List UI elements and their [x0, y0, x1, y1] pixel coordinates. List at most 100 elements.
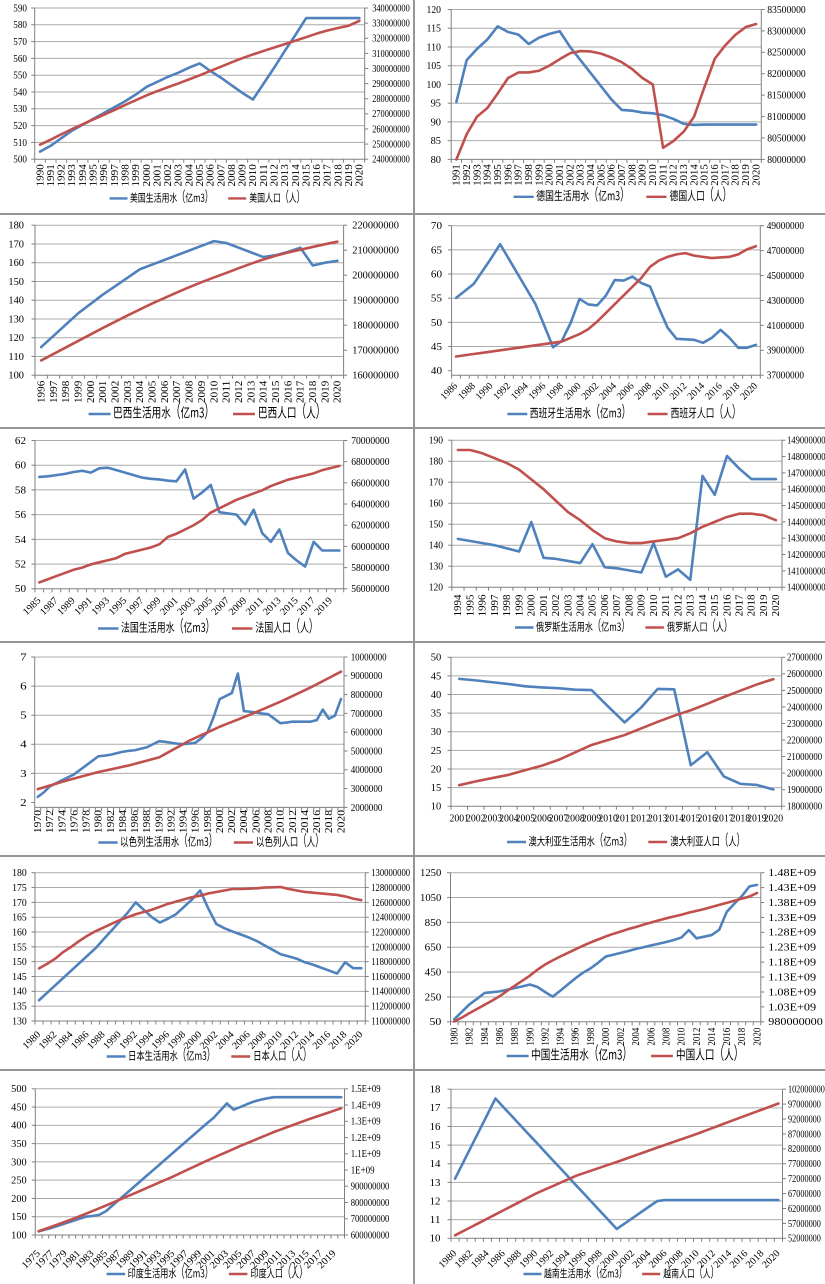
svg-text:2002: 2002	[466, 814, 486, 825]
svg-text:200: 200	[11, 1194, 27, 1205]
svg-text:2020: 2020	[355, 164, 366, 186]
svg-text:2002: 2002	[551, 595, 562, 617]
svg-text:1987: 1987	[38, 595, 60, 617]
svg-text:122000000: 122000000	[371, 927, 410, 938]
svg-text:6: 6	[20, 682, 27, 693]
svg-text:2014: 2014	[707, 1028, 718, 1046]
svg-text:1996: 1996	[99, 164, 110, 186]
svg-text:140: 140	[429, 541, 443, 552]
svg-text:1996: 1996	[36, 381, 47, 403]
svg-text:250000000: 250000000	[372, 140, 410, 151]
svg-text:1990: 1990	[154, 810, 165, 833]
svg-text:2009: 2009	[197, 381, 208, 403]
svg-text:1984: 1984	[118, 810, 129, 833]
svg-text:1.03E+09: 1.03E+09	[768, 1002, 816, 1013]
svg-text:17: 17	[430, 1103, 441, 1114]
svg-text:82000000: 82000000	[788, 1144, 821, 1155]
svg-text:2019: 2019	[320, 381, 331, 403]
svg-text:2002: 2002	[163, 164, 174, 186]
svg-text:97000000: 97000000	[788, 1100, 821, 1111]
svg-text:250: 250	[425, 992, 442, 1003]
svg-text:800000000: 800000000	[351, 1198, 390, 1209]
svg-text:62000000: 62000000	[351, 521, 389, 532]
svg-text:1.2E+09: 1.2E+09	[351, 1133, 381, 1144]
svg-text:170000000: 170000000	[352, 346, 399, 357]
svg-text:280000000: 280000000	[372, 94, 410, 105]
svg-text:110: 110	[427, 42, 442, 53]
svg-text:50: 50	[430, 1017, 442, 1028]
svg-text:2016: 2016	[698, 814, 718, 825]
svg-text:300: 300	[11, 1157, 27, 1168]
svg-text:85: 85	[431, 136, 441, 147]
svg-text:2007: 2007	[612, 595, 623, 617]
svg-text:1999: 1999	[131, 164, 142, 186]
svg-text:2000: 2000	[527, 595, 538, 617]
svg-text:2002: 2002	[227, 810, 238, 833]
svg-text:2006: 2006	[206, 164, 217, 186]
svg-text:58000000: 58000000	[351, 563, 389, 574]
svg-text:1982: 1982	[465, 1028, 476, 1046]
svg-text:20000000: 20000000	[787, 769, 822, 780]
svg-text:2014: 2014	[300, 810, 311, 833]
svg-text:2010: 2010	[650, 381, 672, 403]
svg-text:145000000: 145000000	[787, 501, 825, 512]
svg-text:240000000: 240000000	[372, 155, 410, 166]
svg-text:1994: 1994	[78, 164, 89, 186]
svg-text:81500000: 81500000	[767, 91, 806, 102]
svg-text:2010: 2010	[276, 810, 287, 833]
svg-text:82000000: 82000000	[767, 69, 806, 80]
svg-text:1997: 1997	[110, 164, 121, 186]
svg-text:30: 30	[431, 727, 442, 738]
svg-text:600000000: 600000000	[351, 1230, 390, 1241]
svg-text:2012: 2012	[288, 810, 299, 833]
svg-text:16: 16	[430, 1122, 441, 1133]
svg-text:66000000: 66000000	[351, 478, 389, 489]
svg-text:80000000: 80000000	[767, 155, 806, 166]
svg-text:40: 40	[431, 690, 442, 701]
svg-text:1984: 1984	[480, 1028, 491, 1046]
svg-text:180: 180	[8, 221, 24, 232]
svg-text:2018: 2018	[731, 814, 751, 825]
svg-text:2005: 2005	[588, 595, 599, 617]
svg-text:2020: 2020	[343, 1029, 365, 1051]
svg-text:2010: 2010	[598, 814, 618, 825]
svg-text:120: 120	[8, 333, 24, 344]
svg-text:135: 135	[12, 1002, 27, 1013]
svg-text:180: 180	[12, 868, 27, 879]
svg-text:2004: 2004	[586, 164, 597, 186]
svg-text:150: 150	[12, 957, 27, 968]
svg-text:126000000: 126000000	[371, 898, 410, 909]
svg-text:150: 150	[429, 520, 443, 531]
svg-text:2000: 2000	[142, 164, 153, 186]
svg-text:80500000: 80500000	[767, 133, 806, 144]
svg-text:2019: 2019	[741, 164, 752, 186]
svg-text:200000000: 200000000	[352, 271, 399, 282]
svg-text:7000000: 7000000	[351, 709, 383, 720]
svg-text:7: 7	[20, 652, 27, 663]
svg-text:1997: 1997	[124, 595, 146, 617]
svg-text:2009: 2009	[227, 595, 249, 617]
svg-text:160000000: 160000000	[352, 371, 399, 382]
svg-text:320000000: 320000000	[372, 34, 410, 45]
svg-text:1997: 1997	[49, 381, 60, 403]
svg-text:590: 590	[13, 3, 27, 14]
svg-text:2002: 2002	[565, 164, 576, 186]
svg-text:1998: 1998	[586, 1028, 597, 1046]
svg-text:3000000: 3000000	[351, 784, 383, 795]
svg-text:52000000: 52000000	[788, 1234, 821, 1245]
svg-text:148000000: 148000000	[787, 452, 825, 463]
svg-text:2012: 2012	[270, 164, 281, 186]
svg-text:2010: 2010	[648, 164, 659, 186]
svg-text:2018: 2018	[308, 381, 319, 403]
svg-text:2006: 2006	[607, 164, 618, 186]
svg-text:2004: 2004	[597, 381, 619, 403]
svg-text:2016: 2016	[703, 381, 725, 403]
svg-text:1974: 1974	[57, 810, 68, 833]
svg-text:1994: 1994	[453, 595, 464, 617]
svg-text:2011: 2011	[661, 595, 672, 617]
svg-text:1990: 1990	[525, 1028, 536, 1046]
svg-text:500: 500	[11, 1084, 27, 1095]
svg-text:1996: 1996	[571, 1028, 582, 1046]
svg-text:1999: 1999	[74, 381, 85, 403]
svg-text:1993: 1993	[90, 595, 112, 617]
